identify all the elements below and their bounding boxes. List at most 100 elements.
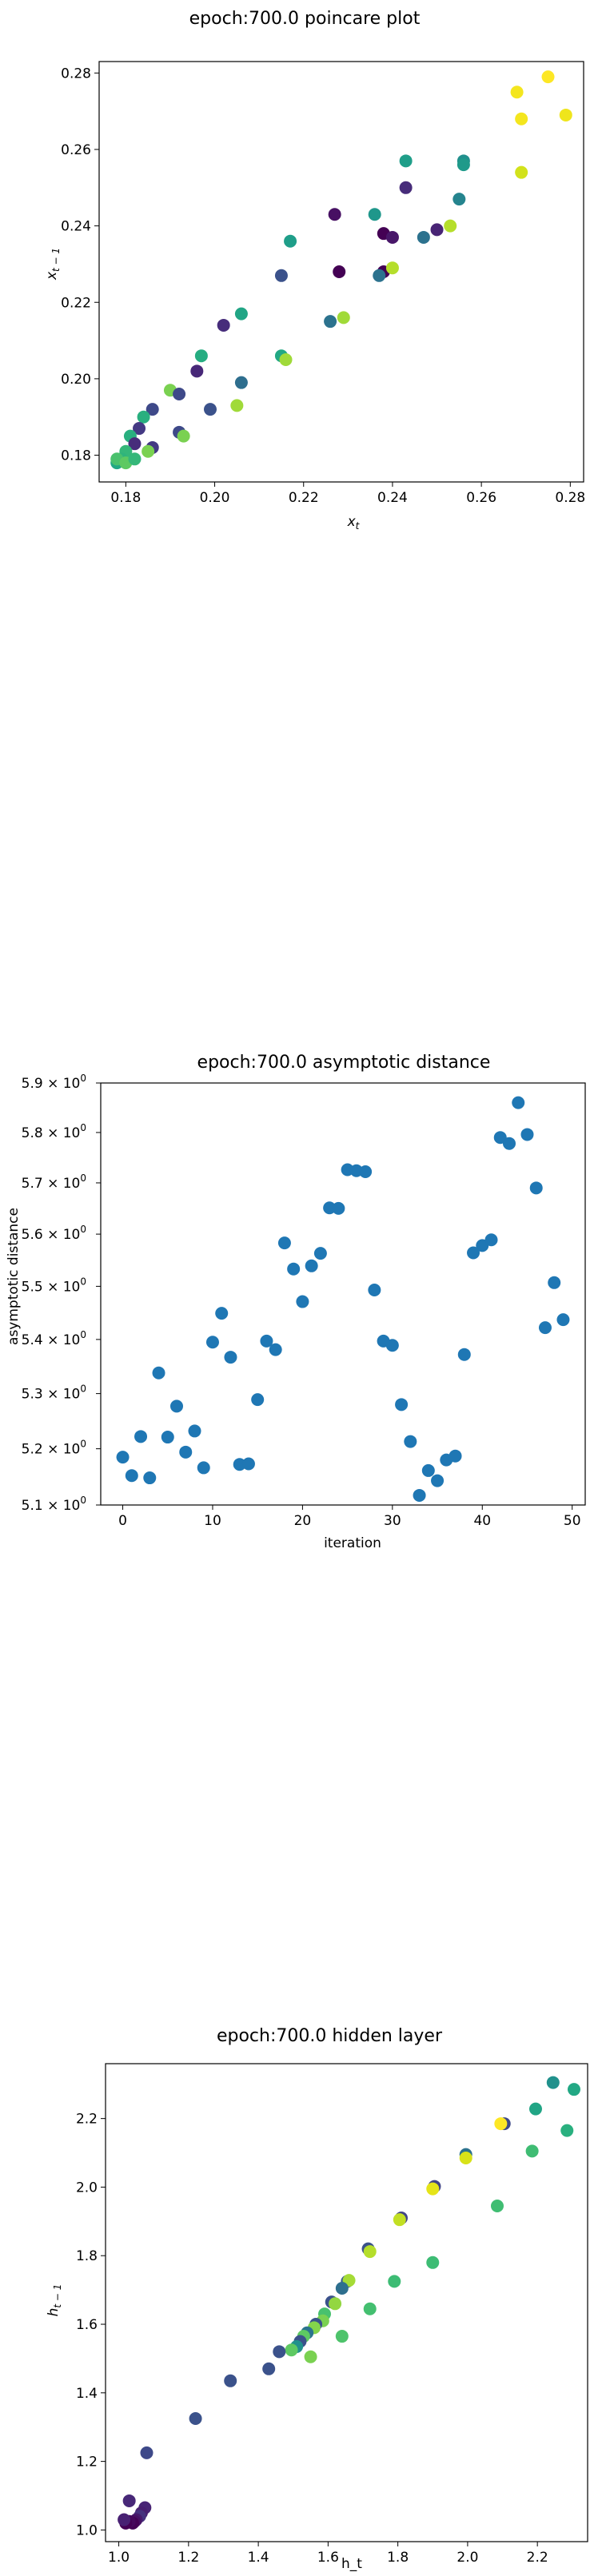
data-point — [230, 399, 244, 412]
chart-title: epoch:700.0 poincare plot — [189, 9, 421, 29]
data-point — [262, 2362, 276, 2375]
data-point — [337, 311, 350, 324]
x-tick-label: 1.4 — [248, 2550, 269, 2566]
data-point — [426, 2182, 440, 2196]
data-point — [426, 2255, 440, 2269]
x-tick-label: 0 — [118, 1513, 127, 1529]
data-point — [453, 193, 466, 206]
x-tick-label: 0.24 — [377, 490, 408, 506]
data-point — [324, 315, 337, 328]
y-tick-label: 2.0 — [76, 2180, 98, 2196]
x-tick-label: 20 — [294, 1513, 312, 1529]
data-point — [274, 269, 288, 282]
plot-frame — [98, 61, 584, 483]
chart-title: epoch:700.0 hidden layer — [217, 2026, 443, 2046]
data-point — [457, 1348, 471, 1361]
data-point — [277, 1236, 291, 1250]
data-point — [459, 2151, 472, 2164]
data-point — [385, 1339, 399, 1352]
data-point — [305, 1259, 318, 1272]
x-tick-label: 10 — [204, 1513, 221, 1529]
x-tick-label: 40 — [473, 1513, 491, 1529]
data-point — [128, 437, 142, 451]
y-tick-label: 5.3 × 100 — [22, 1384, 86, 1403]
data-point — [528, 2102, 542, 2116]
data-point — [490, 2200, 504, 2213]
data-point — [363, 2302, 377, 2315]
data-point — [385, 230, 399, 244]
data-point — [170, 1399, 184, 1413]
data-point — [284, 234, 297, 248]
x-tick-label: 1.6 — [317, 2550, 339, 2566]
data-point — [520, 1128, 534, 1141]
data-point — [234, 376, 248, 389]
data-point — [493, 1131, 507, 1145]
data-point — [287, 1262, 301, 1276]
data-point — [467, 1246, 480, 1260]
y-axis-label: asymptotic distance — [6, 1208, 22, 1345]
data-point — [363, 2245, 377, 2259]
data-point — [146, 403, 159, 416]
data-point — [399, 181, 413, 194]
data-point — [143, 1471, 157, 1485]
plot-frame — [100, 1082, 586, 1506]
data-point — [134, 1430, 148, 1443]
data-point — [332, 1201, 345, 1215]
data-point — [203, 403, 217, 416]
data-point — [373, 269, 386, 282]
y-tick-label: 0.26 — [61, 142, 91, 158]
x-axis-label: h_t — [341, 2556, 362, 2572]
data-point — [430, 223, 444, 237]
data-point — [388, 2275, 401, 2288]
data-point — [179, 1445, 193, 1459]
y-tick-label: 1.8 — [76, 2248, 98, 2264]
y-axis-label: ht − 1 — [46, 2284, 63, 2317]
data-point — [335, 2330, 349, 2343]
y-tick-label: 0.20 — [61, 372, 91, 388]
data-point — [335, 2281, 349, 2295]
data-point — [269, 1343, 282, 1356]
data-point — [116, 1451, 130, 1464]
data-point — [273, 2345, 286, 2359]
data-point — [205, 1336, 219, 1349]
x-tick-label: 30 — [384, 1513, 401, 1529]
x-axis-label-subscript: t — [356, 520, 361, 532]
data-point — [285, 2343, 298, 2357]
x-tick-label: 0.26 — [466, 490, 496, 506]
data-point — [368, 1284, 381, 1297]
data-point — [413, 1488, 426, 1502]
data-point — [385, 261, 399, 275]
data-point — [515, 112, 528, 125]
y-tick-label: 1.2 — [76, 2455, 98, 2470]
data-point — [510, 86, 524, 99]
data-point — [494, 2117, 508, 2131]
asymptotic-distance-chart: epoch:700.0 asymptotic distance 0 10 20 30 4… — [6, 1053, 586, 1551]
data-point — [404, 1435, 417, 1448]
data-point — [431, 1474, 445, 1487]
data-point — [417, 230, 430, 244]
x-tick-label: 2.2 — [527, 2550, 548, 2566]
y-tick-label: 5.7 × 100 — [22, 1173, 86, 1192]
data-point — [189, 2411, 202, 2425]
y-tick-label: 5.8 × 100 — [22, 1122, 86, 1141]
data-point — [421, 1463, 435, 1477]
data-point — [399, 154, 413, 168]
data-point — [525, 2144, 539, 2158]
x-tick-label: 0.22 — [289, 490, 319, 506]
y-tick-label: 1.6 — [76, 2317, 98, 2333]
y-axis-label-subscript: t − 1 — [52, 2284, 63, 2308]
y-tick-label: 2.2 — [76, 2112, 98, 2128]
data-point — [133, 422, 146, 436]
poincare-plot-figure: epoch:700.0 poincare plot 0.18 0.20 0.22 0.… — [0, 0, 610, 559]
data-point — [304, 2350, 317, 2363]
data-point — [556, 1313, 570, 1327]
data-point — [359, 1165, 373, 1179]
data-point — [329, 2297, 342, 2311]
data-point — [224, 1351, 237, 1364]
y-tick-label: 5.1 × 100 — [22, 1495, 86, 1514]
plot-frame — [105, 2063, 588, 2542]
data-point — [395, 1398, 409, 1411]
data-point — [541, 70, 555, 84]
data-point — [194, 349, 208, 363]
data-point — [140, 2446, 153, 2459]
